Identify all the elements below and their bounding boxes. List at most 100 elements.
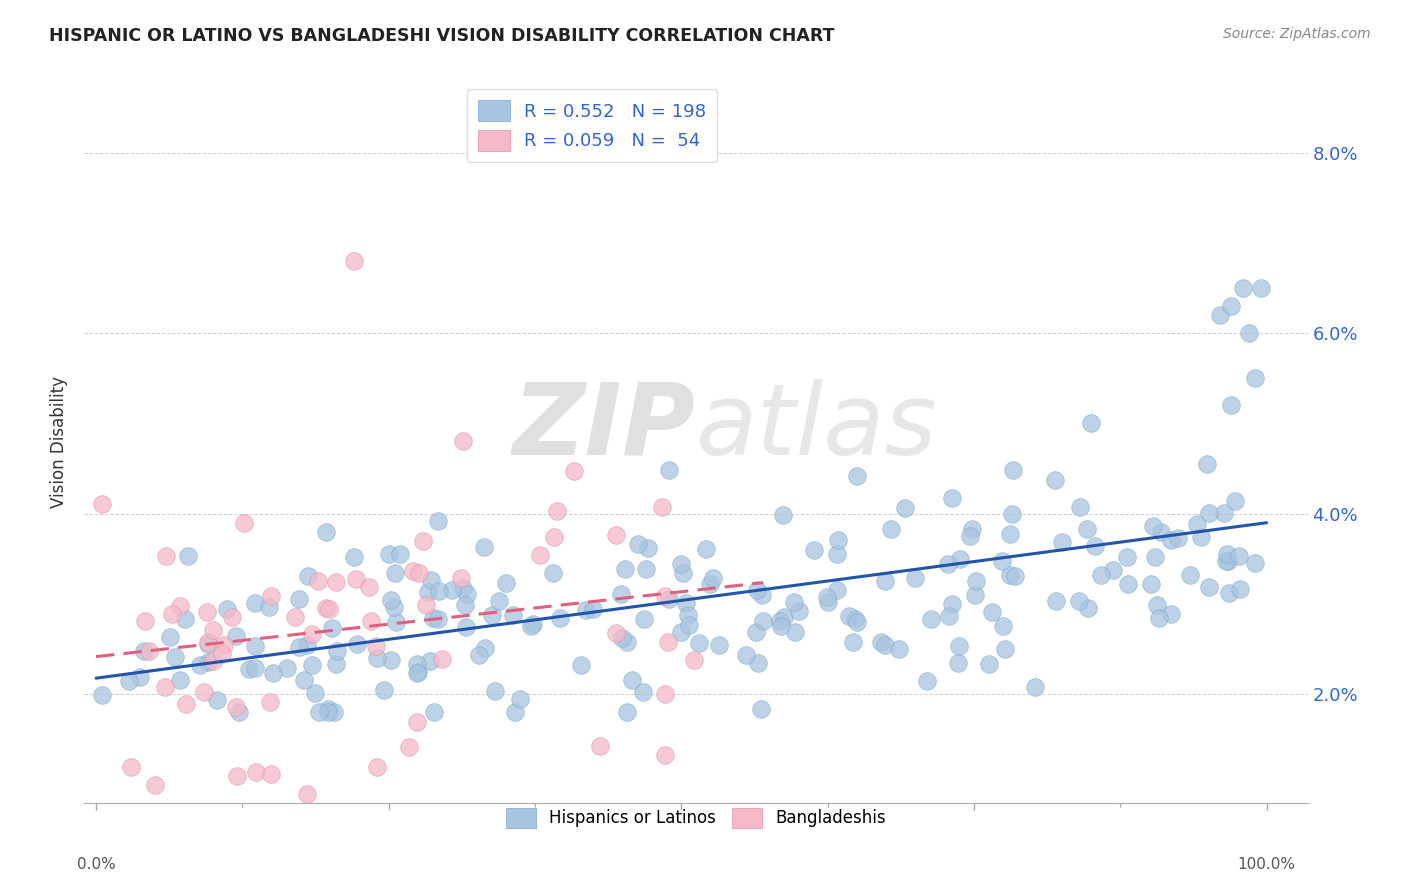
Point: [873, 638, 896, 652]
Point: [169, 599, 191, 613]
Point: [260, 767, 283, 781]
Point: [1216, 554, 1239, 568]
Point: [1167, 532, 1189, 546]
Point: [605, 527, 627, 541]
Point: [605, 626, 627, 640]
Point: [1197, 457, 1219, 471]
Point: [654, 747, 676, 762]
Point: [1244, 371, 1267, 385]
Point: [225, 700, 247, 714]
Point: [1084, 539, 1107, 553]
Point: [688, 636, 710, 650]
Point: [838, 608, 860, 623]
Point: [326, 644, 349, 658]
Point: [205, 693, 228, 707]
Point: [575, 603, 598, 617]
Point: [751, 588, 773, 602]
Point: [672, 566, 695, 581]
Point: [160, 607, 183, 621]
Point: [318, 602, 340, 616]
Point: [308, 706, 330, 720]
Point: [405, 715, 427, 730]
Point: [197, 634, 219, 648]
Point: [315, 600, 337, 615]
Point: [128, 671, 150, 685]
Point: [344, 573, 367, 587]
Point: [321, 621, 343, 635]
Point: [188, 657, 211, 672]
Point: [904, 570, 927, 584]
Point: [307, 574, 329, 589]
Point: [419, 654, 441, 668]
Point: [612, 631, 634, 645]
Point: [920, 612, 942, 626]
Point: [1213, 506, 1236, 520]
Point: [657, 634, 679, 648]
Point: [963, 589, 986, 603]
Point: [262, 666, 284, 681]
Point: [316, 702, 339, 716]
Point: [783, 595, 806, 609]
Text: 0.0%: 0.0%: [77, 857, 115, 872]
Point: [682, 653, 704, 667]
Point: [658, 463, 681, 477]
Point: [998, 526, 1021, 541]
Point: [427, 612, 450, 626]
Point: [427, 514, 450, 528]
Point: [1080, 417, 1102, 431]
Point: [1216, 547, 1239, 561]
Point: [402, 564, 425, 578]
Point: [846, 469, 869, 483]
Point: [422, 611, 444, 625]
Point: [132, 644, 155, 658]
Point: [825, 547, 848, 561]
Point: [1250, 281, 1272, 295]
Point: [1220, 299, 1243, 313]
Point: [817, 594, 839, 608]
Point: [589, 739, 612, 753]
Point: [745, 625, 768, 640]
Point: [669, 558, 692, 572]
Point: [509, 691, 531, 706]
Point: [941, 491, 963, 506]
Point: [609, 587, 631, 601]
Point: [658, 591, 681, 606]
Point: [1101, 563, 1123, 577]
Point: [245, 661, 267, 675]
Point: [155, 549, 177, 563]
Point: [1024, 680, 1046, 694]
Point: [1237, 326, 1260, 340]
Point: [815, 590, 838, 604]
Point: [981, 605, 1004, 619]
Point: [870, 635, 893, 649]
Point: [211, 647, 233, 661]
Point: [215, 601, 238, 615]
Text: ZIP: ZIP: [513, 378, 696, 475]
Point: [569, 658, 592, 673]
Point: [221, 610, 243, 624]
Point: [1077, 600, 1099, 615]
Point: [243, 639, 266, 653]
Point: [474, 640, 496, 655]
Point: [440, 583, 463, 598]
Point: [287, 640, 309, 654]
Point: [325, 657, 347, 672]
Point: [752, 614, 775, 628]
Point: [232, 516, 254, 531]
Point: [893, 501, 915, 516]
Point: [398, 739, 420, 754]
Point: [803, 542, 825, 557]
Point: [1043, 473, 1066, 487]
Point: [343, 550, 366, 565]
Point: [201, 654, 224, 668]
Point: [138, 644, 160, 658]
Point: [481, 608, 503, 623]
Point: [1225, 494, 1247, 508]
Point: [1150, 524, 1173, 539]
Point: [276, 661, 298, 675]
Point: [325, 575, 347, 590]
Point: [1045, 594, 1067, 608]
Point: [451, 581, 474, 595]
Point: [456, 620, 478, 634]
Point: [412, 534, 434, 549]
